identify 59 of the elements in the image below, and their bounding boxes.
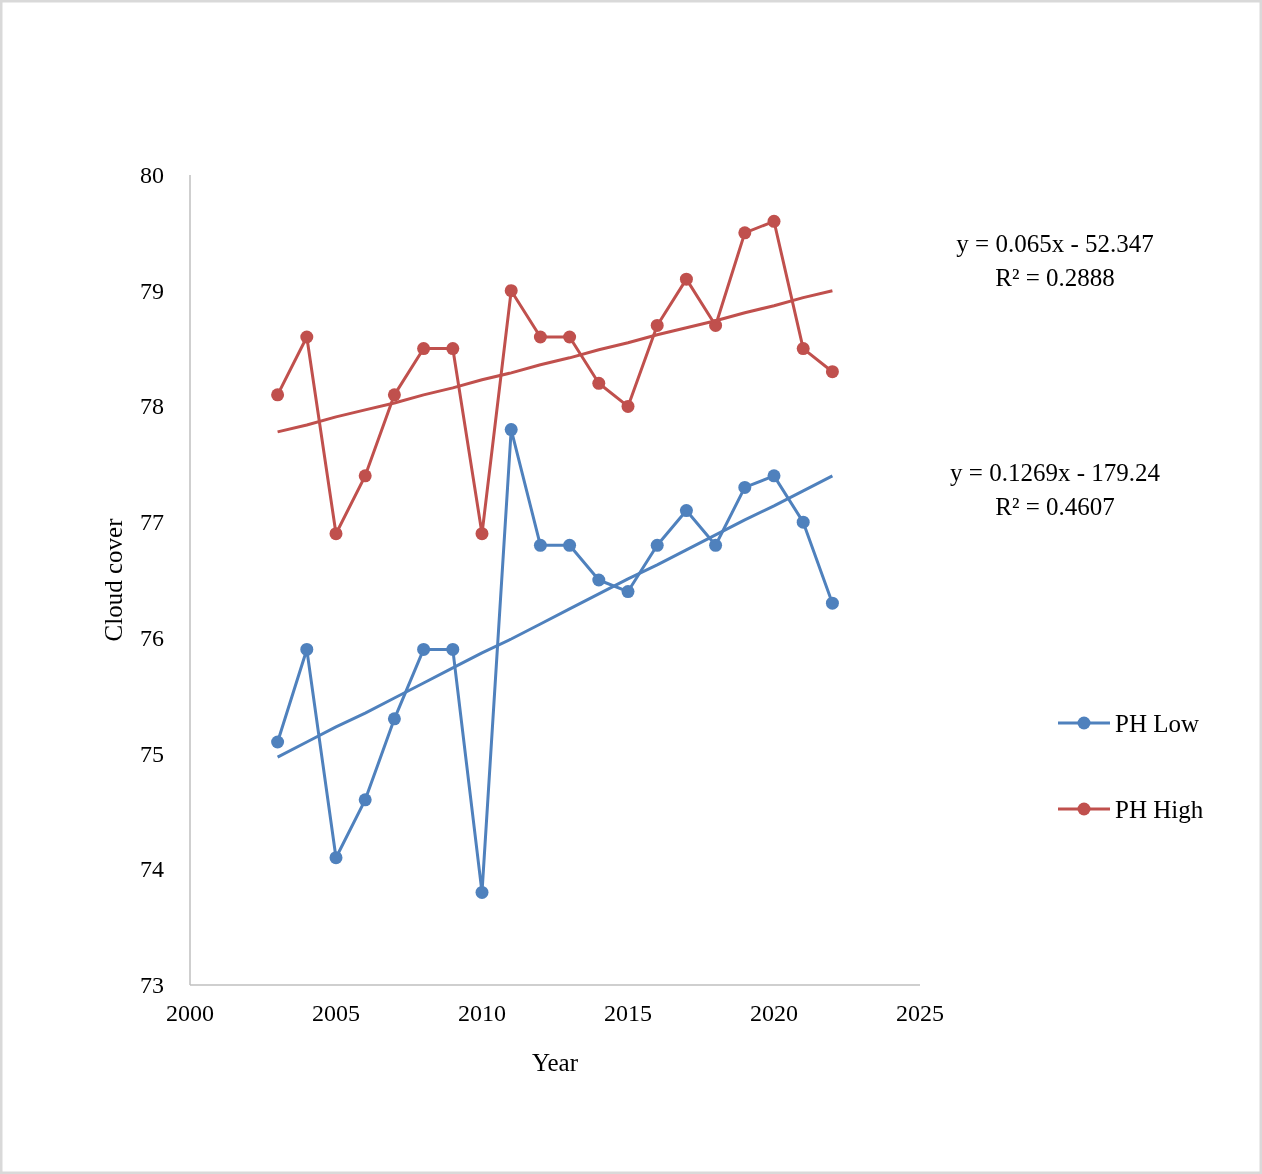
point [563, 330, 577, 344]
y-tick-label: 73 [140, 972, 164, 998]
point [709, 538, 723, 552]
text: y = 0.1269x - 179.24 R² = 0.4607 [950, 459, 1161, 520]
point [592, 573, 606, 587]
x-tick-label: 2020 [750, 1000, 798, 1026]
x-tick-label: 2025 [896, 1000, 944, 1026]
point [825, 596, 839, 610]
point [446, 642, 460, 656]
point [329, 527, 343, 541]
point [738, 480, 752, 494]
point [417, 342, 431, 356]
legend-label: PH High [1115, 795, 1204, 823]
x-tick-label: 2005 [312, 1000, 360, 1026]
point [533, 330, 547, 344]
point [621, 585, 635, 599]
point [621, 399, 635, 413]
y-axis-title: Cloud cover [100, 517, 127, 642]
point [387, 388, 401, 402]
y-tick-label: 76 [140, 624, 164, 651]
point [475, 885, 489, 899]
point [679, 504, 693, 518]
point [533, 538, 547, 552]
point [300, 642, 314, 656]
point [825, 365, 839, 379]
point [796, 515, 810, 529]
point [300, 330, 314, 344]
legend-label: PH Low [1115, 709, 1200, 737]
point [767, 469, 781, 483]
y-tick-label: 79 [140, 277, 164, 304]
point [475, 527, 489, 541]
point [738, 226, 752, 240]
x-axis-title: Year [531, 1049, 579, 1076]
point [767, 214, 781, 228]
point [417, 642, 431, 656]
point [358, 793, 372, 807]
point [563, 538, 577, 552]
x-tick-label: 2000 [166, 1000, 214, 1026]
point [504, 284, 518, 298]
y-tick-label: 80 [140, 162, 164, 188]
point [271, 735, 285, 749]
point [271, 388, 285, 402]
y-tick-label: 77 [140, 509, 164, 536]
point [446, 342, 460, 356]
point [679, 272, 693, 286]
text: y = 0.065x - 52.347 R² = 0.2888 [956, 230, 1154, 291]
point [796, 342, 810, 356]
y-tick-label: 75 [140, 740, 164, 767]
x-tick-label: 2010 [458, 1000, 506, 1026]
x-tick-label: 2015 [604, 1000, 652, 1026]
y-tick-label: 74 [140, 856, 164, 883]
point [358, 469, 372, 483]
point [592, 376, 606, 390]
point [329, 851, 343, 865]
point [387, 712, 401, 726]
point [504, 423, 518, 437]
point [650, 538, 664, 552]
point [650, 318, 664, 332]
y-tick-label: 78 [140, 393, 164, 420]
